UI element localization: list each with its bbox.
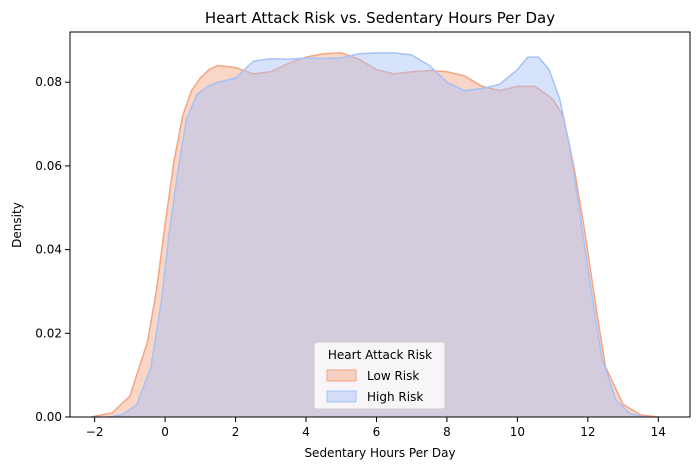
plot-area <box>69 31 691 418</box>
chart-title: Heart Attack Risk vs. Sedentary Hours Pe… <box>205 9 555 27</box>
legend-frame <box>313 341 446 410</box>
x-tick-label: 8 <box>443 425 451 439</box>
y-axis-label: Density <box>10 202 24 248</box>
plot-frame <box>69 31 691 418</box>
legend-title: Heart Attack Risk <box>328 348 432 362</box>
x-tick-label: 0 <box>161 425 169 439</box>
x-tick-label: −2 <box>86 425 104 439</box>
legend: Heart Attack Risk Low Risk High Risk <box>313 341 446 410</box>
x-tick-label: 6 <box>373 425 381 439</box>
legend-label-high-risk: High Risk <box>367 390 423 404</box>
x-tick-label: 14 <box>651 425 666 439</box>
density-line-high-risk <box>108 52 645 418</box>
y-tick-label: 0.02 <box>35 326 62 340</box>
y-axis: 0.00 0.02 0.04 0.06 0.08 <box>35 75 70 424</box>
y-tick-label: 0.04 <box>35 243 62 257</box>
x-axis: −2 0 2 4 6 8 10 12 14 <box>86 417 666 439</box>
density-area-low-risk <box>91 52 659 418</box>
x-tick-label: 10 <box>510 425 525 439</box>
y-tick-label: 0.06 <box>35 159 62 173</box>
x-tick-label: 4 <box>302 425 310 439</box>
density-area-high-risk <box>108 52 645 418</box>
y-tick-label: 0.08 <box>35 75 62 89</box>
legend-swatch-high-risk <box>326 390 357 403</box>
x-tick-label: 12 <box>580 425 595 439</box>
y-tick-label: 0.00 <box>35 410 62 424</box>
x-axis-label: Sedentary Hours Per Day <box>304 446 455 460</box>
x-tick-label: 2 <box>232 425 240 439</box>
legend-label-low-risk: Low Risk <box>367 369 419 383</box>
legend-swatch-low-risk <box>326 369 357 382</box>
